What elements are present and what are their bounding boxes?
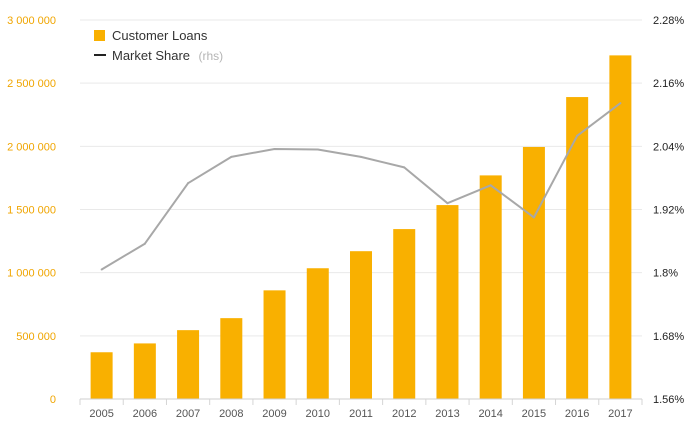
- axes: 0 500 000 1 000 000 1 500 000 2 000 000 2 500…: [7, 15, 684, 420]
- bar-customer-loans: [133, 343, 156, 399]
- bar-customer-loans: [306, 268, 329, 399]
- x-tick-label: 2009: [262, 408, 286, 420]
- legend: Customer Loans Market Share (rhs): [94, 28, 223, 64]
- point-market-share: [143, 242, 146, 245]
- y-right-tick-label: 1.92%: [653, 205, 684, 217]
- y-left-tick-label: 2 000 000: [7, 141, 56, 153]
- point-market-share: [316, 148, 319, 151]
- point-market-share: [532, 216, 535, 219]
- x-tick-label: 2007: [176, 408, 200, 420]
- grid-lines: [80, 19, 642, 337]
- x-tick-label: 2005: [89, 408, 113, 420]
- x-tick-label: 2017: [608, 408, 632, 420]
- point-market-share: [187, 182, 190, 185]
- point-market-share: [100, 268, 103, 271]
- y-right-tick-label: 2.16%: [653, 78, 684, 90]
- y-right-tick-label: 2.28%: [653, 15, 684, 27]
- y-left-tick-label: 1 000 000: [7, 268, 56, 280]
- y-left-tick-label: 500 000: [16, 331, 56, 343]
- y-left-tick-label: 1 500 000: [7, 205, 56, 217]
- point-market-share: [446, 202, 449, 205]
- y-left-tick-label: 2 500 000: [7, 78, 56, 90]
- y-right-tick-label: 1.56%: [653, 394, 684, 406]
- x-tick-label: 2015: [522, 408, 546, 420]
- legend-sub-rhs: (rhs): [199, 49, 224, 63]
- x-tick-label: 2006: [133, 408, 157, 420]
- point-market-share: [360, 155, 362, 158]
- bars-customer-loans: [90, 55, 632, 400]
- legend-swatch-customer-loans: [94, 30, 105, 41]
- legend-label-customer-loans: Customer Loans: [112, 28, 208, 43]
- x-tick-label: 2014: [478, 408, 502, 420]
- y-left-tick-label: 0: [50, 394, 56, 406]
- x-tick-label: 2013: [435, 408, 459, 420]
- bar-customer-loans: [522, 146, 545, 399]
- x-tick-label: 2008: [219, 408, 243, 420]
- point-market-share: [230, 155, 233, 158]
- x-tick-label: 2012: [392, 408, 416, 420]
- line-market-share: [100, 102, 622, 271]
- bar-customer-loans: [350, 251, 372, 399]
- bar-customer-loans: [393, 229, 416, 399]
- y-right-tick-label: 2.04%: [653, 141, 684, 153]
- legend-entry-market-share: Market Share (rhs): [112, 47, 223, 64]
- bar-customer-loans: [177, 330, 200, 399]
- y-left-tick-label: 3 000 000: [7, 15, 56, 27]
- point-market-share: [576, 134, 579, 137]
- point-market-share: [273, 147, 276, 150]
- bar-customer-loans: [263, 290, 286, 399]
- bar-customer-loans: [479, 175, 502, 399]
- legend-label-market-share: Market Share: [112, 48, 190, 63]
- x-tick-label: 2016: [565, 408, 589, 420]
- y-right-tick-label: 1.68%: [653, 331, 684, 343]
- x-tick-label: 2010: [306, 408, 330, 420]
- y-right-tick-label: 1.8%: [653, 268, 678, 280]
- bar-customer-loans: [436, 205, 459, 399]
- bar-customer-loans: [90, 352, 113, 399]
- bar-customer-loans: [566, 97, 589, 400]
- point-market-share: [619, 102, 622, 105]
- point-market-share: [489, 184, 492, 187]
- point-market-share: [403, 166, 406, 169]
- bar-customer-loans: [609, 55, 632, 400]
- x-tick-label: 2011: [349, 408, 373, 420]
- bar-customer-loans: [220, 318, 243, 399]
